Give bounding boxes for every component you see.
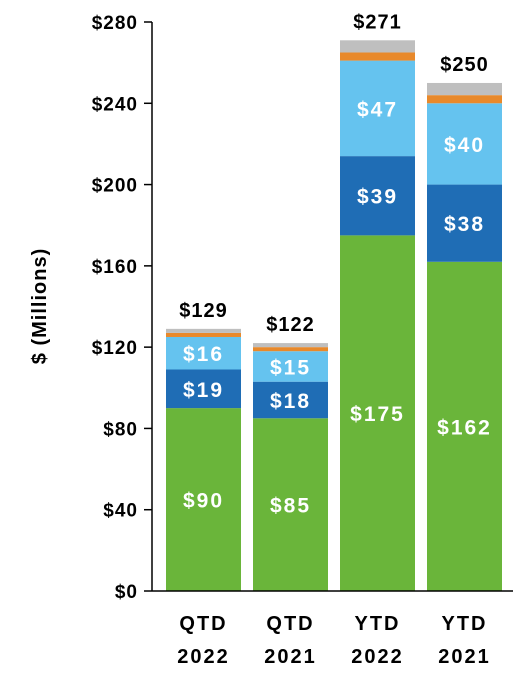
segment-value-label: $39 <box>357 186 398 209</box>
bar-segment <box>253 418 328 591</box>
y-axis: $0 $40 $80 $120 $160 $200 $240 $280 <box>92 13 153 603</box>
segment-value-label: $90 <box>183 490 224 513</box>
bar-segment <box>427 82 502 96</box>
segment-value-label: $175 <box>350 403 405 426</box>
bar-segment <box>166 369 241 409</box>
segment-value-label: $18 <box>270 390 311 413</box>
segment-value-label: $40 <box>444 134 485 157</box>
bars: $90 $19 $16 $129 $85 $18 $15 $122 $175 $39 $47 $271… <box>166 11 502 591</box>
y-tick-label: $40 <box>103 501 138 522</box>
category-label-line2: 2021 <box>264 646 317 668</box>
bar-stack: $162 $38 $40 $250 <box>427 54 502 591</box>
category-label-line2: 2022 <box>177 646 230 668</box>
bar-segment <box>166 336 241 370</box>
segment-value-label: $38 <box>444 213 485 236</box>
bar-segment <box>253 351 328 382</box>
bar-total-label: $250 <box>440 54 489 76</box>
bar-segment <box>340 235 415 591</box>
bar-segment <box>166 328 241 333</box>
segment-value-label: $162 <box>437 416 492 439</box>
category-label-line2: 2022 <box>351 646 404 668</box>
y-axis-label: $ (Millions) <box>29 248 51 364</box>
category-label-line1: YTD <box>442 613 488 635</box>
segment-value-label: $16 <box>183 343 224 366</box>
bar-stack: $85 $18 $15 $122 <box>253 314 328 591</box>
y-tick-label: $200 <box>92 176 138 197</box>
bar-segment <box>166 332 241 337</box>
bar-total-label: $129 <box>179 300 228 322</box>
segment-value-label: $19 <box>183 379 224 402</box>
segment-value-label: $47 <box>357 98 398 121</box>
bar-segment <box>340 52 415 61</box>
bar-segment <box>427 103 502 185</box>
y-tick-label: $160 <box>92 257 138 278</box>
y-tick-label: $280 <box>92 13 138 34</box>
category-label-line1: QTD <box>266 613 314 635</box>
category-label-line2: 2021 <box>438 646 491 668</box>
x-axis: QTD 2022 QTD 2021 YTD 2022 YTD 2021 <box>152 590 513 668</box>
bar-total-label: $271 <box>353 11 402 33</box>
bar-stack: $90 $19 $16 $129 <box>166 300 241 591</box>
bar-segment <box>340 40 415 53</box>
bar-segment <box>340 60 415 157</box>
bar-segment <box>253 347 328 352</box>
bar-segment <box>253 381 328 419</box>
category-label-line1: YTD <box>355 613 401 635</box>
segment-value-label: $85 <box>270 495 311 518</box>
segment-value-label: $15 <box>270 356 311 379</box>
bar-total-label: $122 <box>266 314 315 336</box>
bar-segment <box>427 95 502 104</box>
bar-segment <box>166 408 241 591</box>
y-tick-label: $240 <box>92 94 138 115</box>
bar-segment <box>253 343 328 348</box>
bar-segment <box>427 184 502 262</box>
bar-segment <box>340 156 415 236</box>
y-tick-label: $120 <box>92 338 138 359</box>
y-tick-label: $0 <box>115 582 138 603</box>
y-tick-label: $80 <box>103 419 138 440</box>
category-label-line1: QTD <box>179 613 227 635</box>
bar-segment <box>427 261 502 591</box>
bar-stack: $175 $39 $47 $271 <box>340 11 415 591</box>
